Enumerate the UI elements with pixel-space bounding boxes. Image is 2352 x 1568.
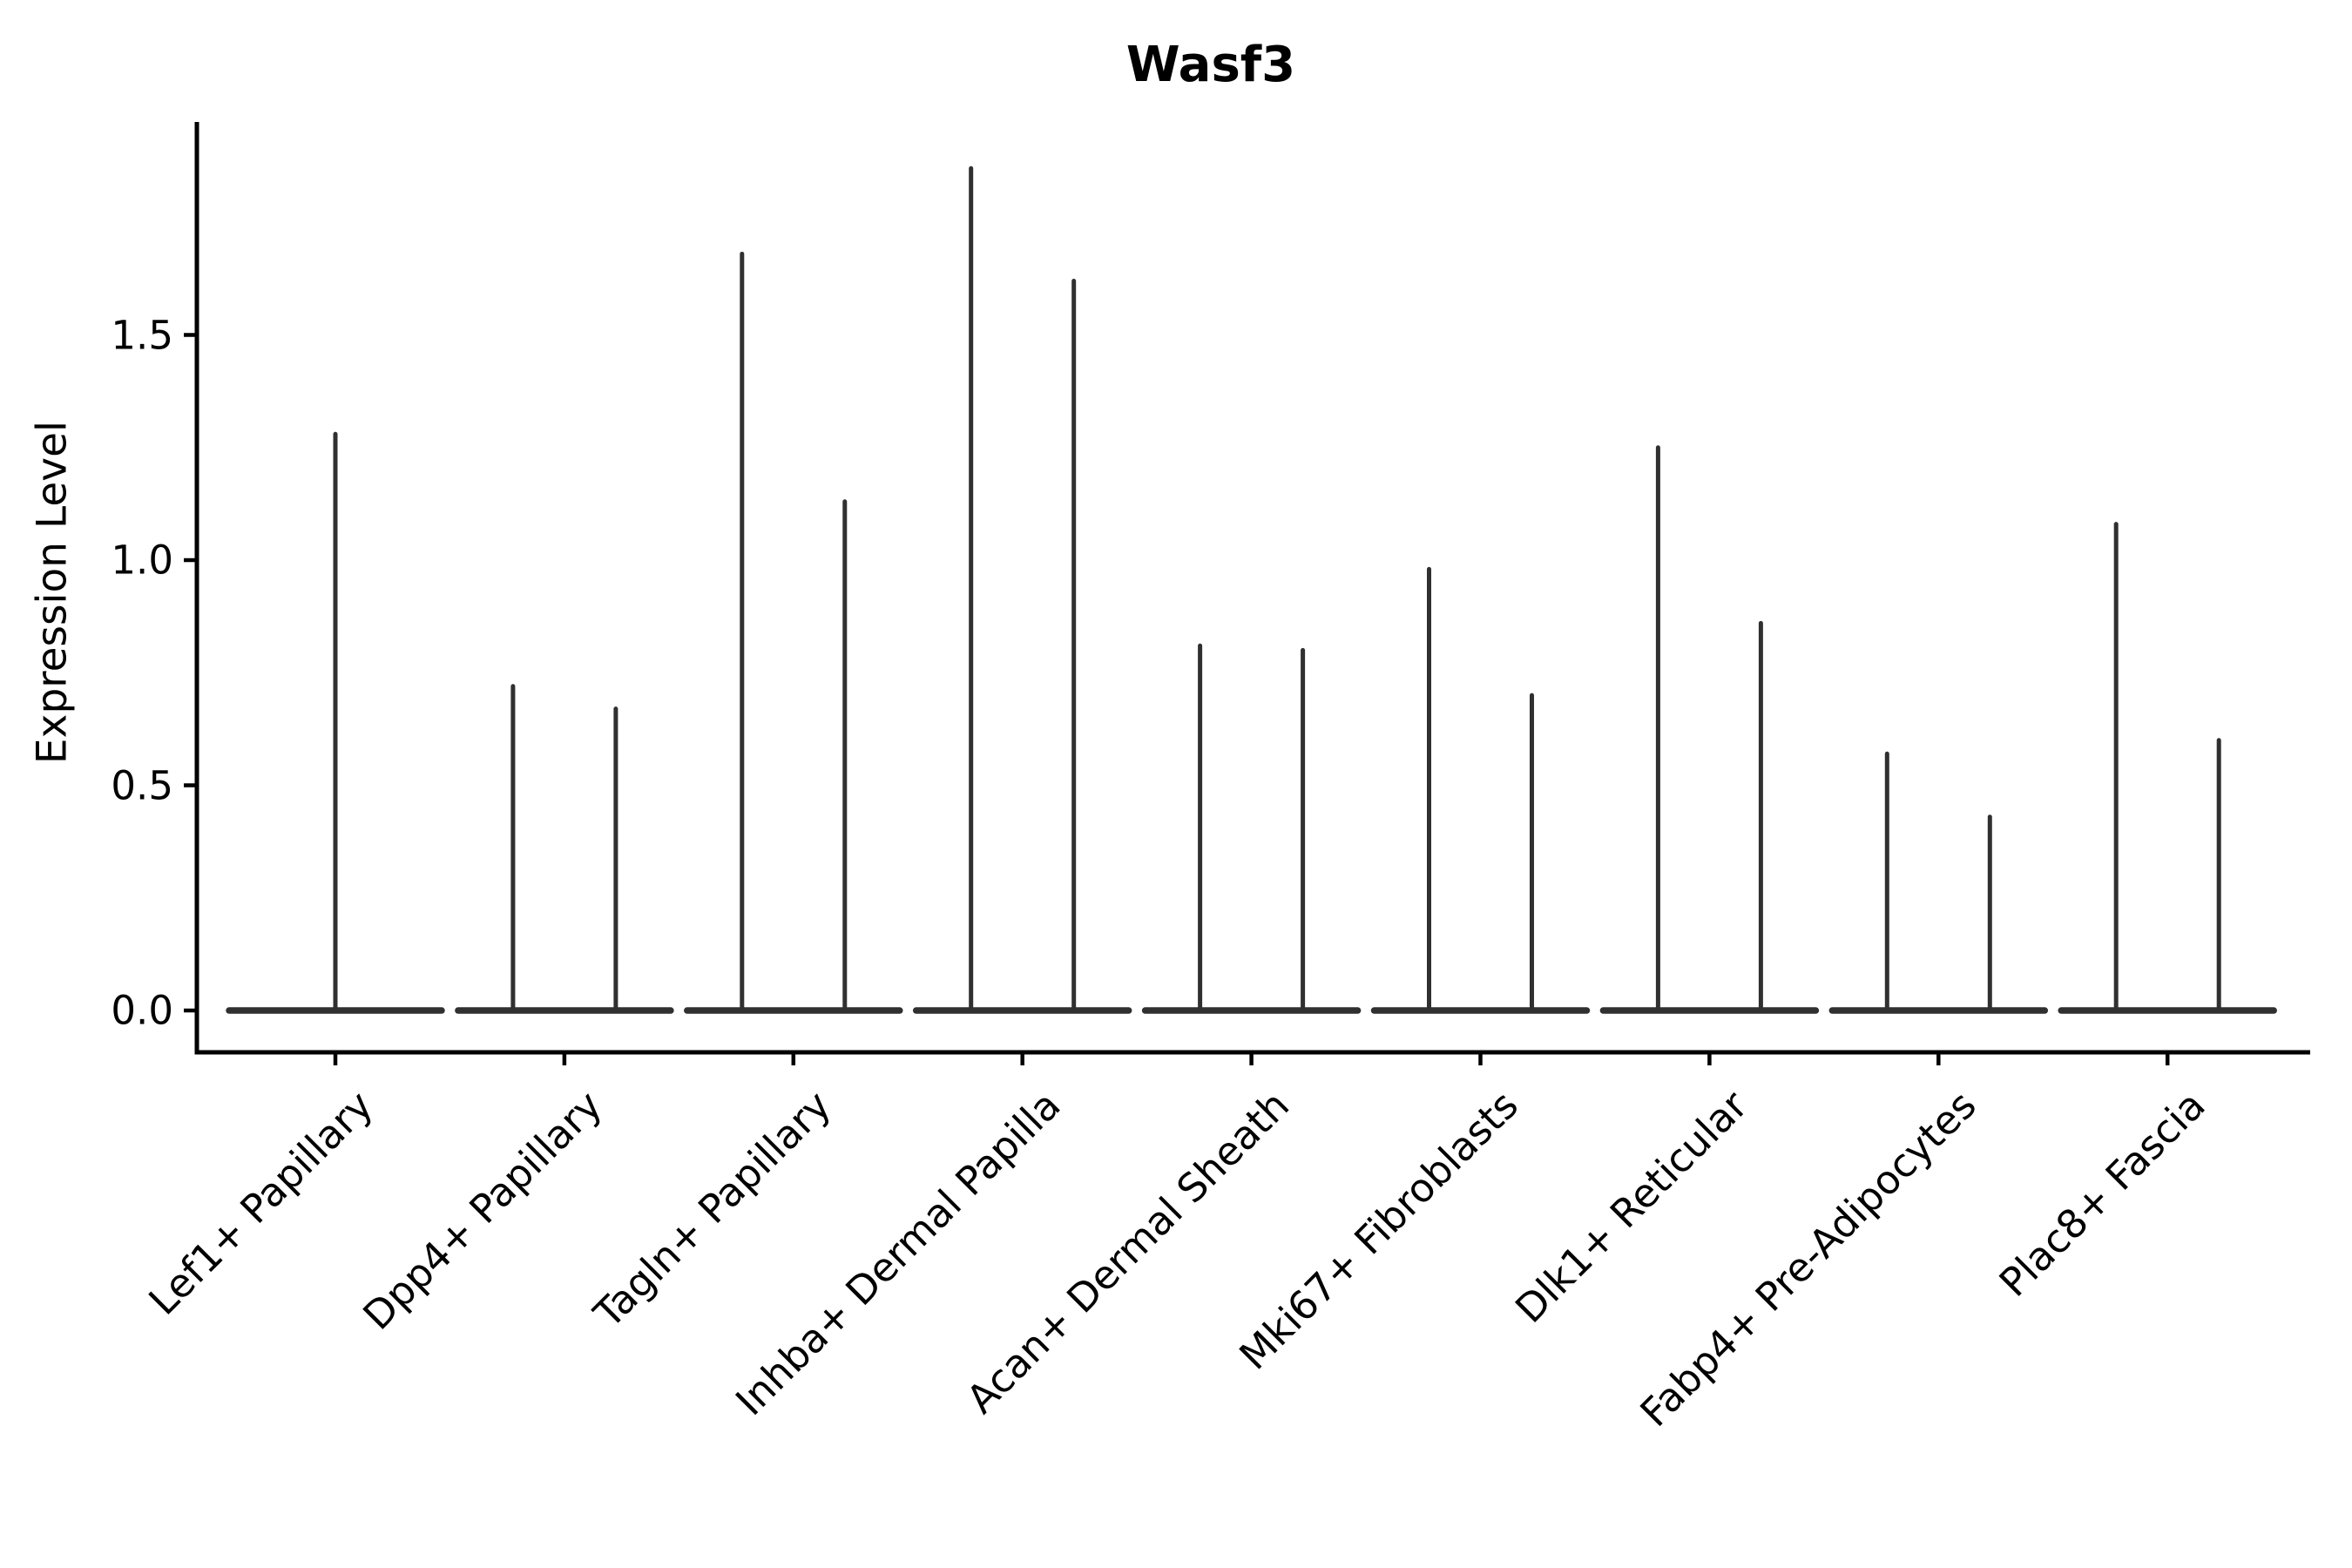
- y-tick-label: 0.5: [111, 762, 173, 808]
- y-tick-label: 0.0: [111, 987, 173, 1034]
- y-tick-label: 1.5: [111, 312, 173, 358]
- y-tick-label: 1.0: [111, 537, 173, 584]
- chart-title: Wasf3: [1125, 37, 1296, 93]
